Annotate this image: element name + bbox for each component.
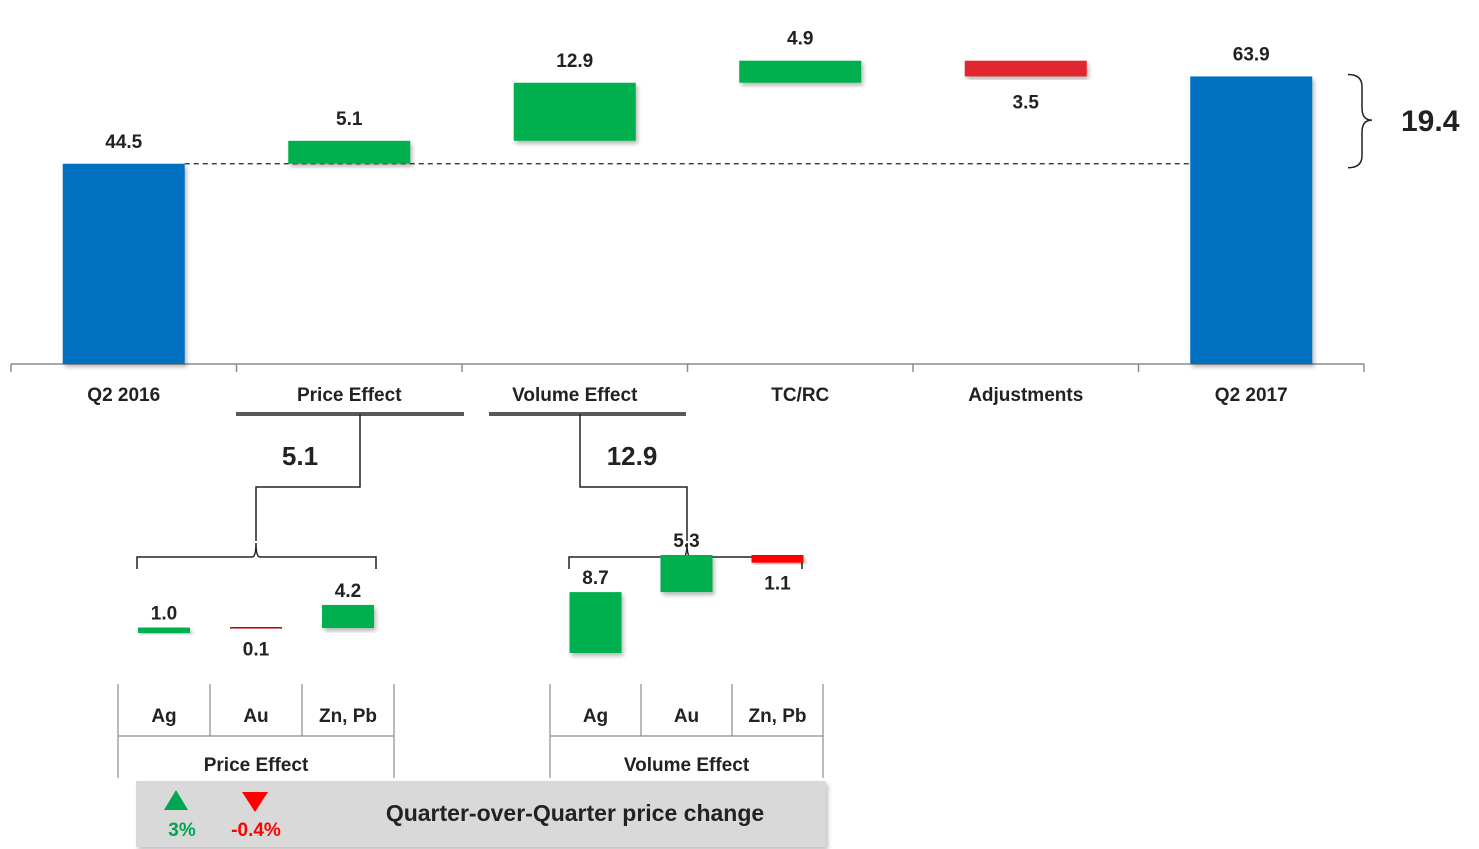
data-label: 5.1 <box>336 109 363 130</box>
data-label: 4.9 <box>787 29 813 50</box>
sub-chart-total: 5.1 <box>282 441 318 471</box>
legend-up-value: 3% <box>168 820 196 841</box>
sub-group-label: Volume Effect <box>624 755 750 776</box>
tick-label: Q2 2016 <box>87 385 160 406</box>
sub-bar <box>230 627 282 629</box>
sub-data-label: 4.2 <box>335 581 361 602</box>
sub-bar <box>138 627 190 633</box>
total-change-brace <box>1347 73 1373 169</box>
total-change-label: 19.4 <box>1401 105 1460 138</box>
up-arrow-icon <box>164 790 188 810</box>
data-label: 63.9 <box>1233 44 1270 65</box>
tick-label: Adjustments <box>968 385 1083 406</box>
sub-bar <box>751 555 804 563</box>
sub-tick-label: Au <box>674 706 699 727</box>
sub-data-label: 1.1 <box>764 574 791 595</box>
sub-tick-label: Zn, Pb <box>748 706 806 727</box>
tick-label: TC/RC <box>771 385 829 406</box>
legend-down-value: -0.4% <box>231 820 281 841</box>
sub-chart-total: 12.9 <box>607 441 658 471</box>
sub-data-label: 5.3 <box>673 531 699 552</box>
sub-tick-label: Au <box>243 706 268 727</box>
sub-data-label: 1.0 <box>151 604 177 625</box>
sub-group-label: Price Effect <box>204 755 309 776</box>
sub-bar <box>322 604 374 629</box>
sub-chart-1: 12.9 8.7 5.3 1.1 Ag Au Zn, Pb Volume Effect <box>489 412 824 778</box>
tick-label: Price Effect <box>297 385 402 406</box>
sub-chart-0: 5.1 1.0 0.1 4.2 Ag Au Zn, Pb Price Effect <box>117 412 464 778</box>
bar-2 <box>513 82 636 141</box>
down-arrow-icon <box>242 792 268 812</box>
tick-label: Volume Effect <box>512 385 638 406</box>
bar-4 <box>964 60 1087 77</box>
sub-tick-label: Zn, Pb <box>319 706 377 727</box>
tick-label: Q2 2017 <box>1215 385 1288 406</box>
sub-data-label: 8.7 <box>582 568 608 589</box>
sub-chart-connector <box>579 414 688 541</box>
data-label: 3.5 <box>1013 92 1040 113</box>
bar-3 <box>739 60 862 83</box>
sub-chart-brace <box>136 542 377 569</box>
sub-data-label: 0.1 <box>243 640 270 661</box>
data-label: 44.5 <box>105 132 142 153</box>
legend-title: Quarter-over-Quarter price change <box>385 800 765 826</box>
bar-5 <box>1190 76 1313 364</box>
sub-tick-label: Ag <box>151 706 176 727</box>
bar-0 <box>62 163 185 364</box>
bar-1 <box>288 140 411 164</box>
data-label: 12.9 <box>556 51 593 72</box>
sub-tick-label: Ag <box>583 706 608 727</box>
sub-bar <box>660 555 713 593</box>
sub-chart-connector <box>255 414 361 541</box>
sub-bar <box>569 592 622 653</box>
